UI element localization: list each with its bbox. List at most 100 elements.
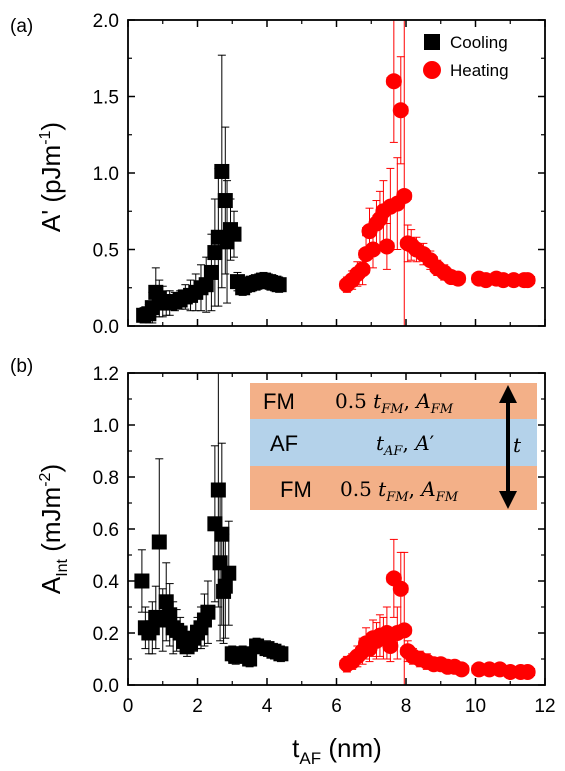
heating-point <box>392 102 409 119</box>
y-tick-label: 0.2 <box>93 624 119 645</box>
y-tick-label: 0.4 <box>93 572 120 593</box>
x-tick-label: 0 <box>123 696 134 717</box>
cooling-point <box>198 277 214 293</box>
heating-error-bar <box>396 19 412 327</box>
heating-point <box>382 638 399 654</box>
cooling-point <box>221 565 237 581</box>
panel-a-label: (a) <box>10 16 33 37</box>
cooling-point <box>214 163 230 179</box>
cooling-point <box>271 277 287 293</box>
panel-b-frame <box>127 372 546 686</box>
cooling-point <box>207 245 223 261</box>
inset-top-p1: 0.5 <box>335 389 373 413</box>
cooling-point <box>134 573 150 589</box>
cooling-point <box>210 482 226 498</box>
y-tick-label: 0.5 <box>93 241 119 262</box>
inset-bottom-p2: t <box>378 477 387 501</box>
panel-a-ylabel-end: ) <box>36 122 66 131</box>
panel-a-frame <box>127 19 546 327</box>
panel-a-points <box>136 73 536 323</box>
inset-af-p2sub: AF <box>383 444 403 459</box>
layer-inset: FM 0.5 tFM, AFM AF tAF, A′ FM 0.5 tFM, A… <box>250 383 537 510</box>
y-tick-label: 2.0 <box>93 11 119 32</box>
y-tick-label: 0.8 <box>93 468 119 489</box>
heating-point <box>453 661 470 678</box>
inset-bottom-p2sub: FM <box>385 490 409 505</box>
x-tick-label: 2 <box>192 696 203 717</box>
heating-point <box>364 241 381 258</box>
panel-b-ylabel-sub: Int <box>54 558 71 576</box>
panel-a-ylabel-main: A' (pJm <box>36 145 66 232</box>
heating-point <box>519 272 536 289</box>
x-tick-label: 12 <box>534 696 555 717</box>
y-tick-label: 0.0 <box>93 317 119 338</box>
cooling-point <box>242 651 258 667</box>
heating-point <box>450 270 467 287</box>
panel-b-points <box>134 482 536 680</box>
legend: Cooling Heating <box>423 33 509 80</box>
inset-af-layer <box>250 419 537 466</box>
inset-bottom-p1: 0.5 <box>340 477 378 501</box>
heating-point <box>385 73 402 90</box>
panel-b-ylabel-mid: (mJm <box>36 487 66 559</box>
inset-af-p4: A <box>413 431 429 455</box>
inset-thickness-label: t <box>513 433 522 457</box>
y-tick-label: 1.5 <box>93 88 119 109</box>
y-tick-label: 1.2 <box>93 364 119 385</box>
inset-top-p4sub: FM <box>430 402 454 417</box>
x-tick-label: 4 <box>262 696 273 717</box>
cooling-point <box>158 594 174 610</box>
cooling-point <box>214 526 230 542</box>
panel-b-ticks: 0 2 4 6 8 10 12 0.0 0.2 0.4 0.6 0.8 1.0 1.2 <box>93 364 556 717</box>
heating-point <box>392 580 409 597</box>
panel-b-label: (b) <box>10 356 33 377</box>
inset-bottom-p4sub: FM <box>435 490 459 505</box>
legend-cooling-label: Cooling <box>450 33 508 52</box>
inset-bottom-fm-label: FM <box>280 477 312 502</box>
x-tick-label: 6 <box>331 696 342 717</box>
cooling-point <box>217 193 233 209</box>
inset-af-p3: , <box>402 431 415 455</box>
legend-cooling-marker <box>424 34 440 50</box>
legend-heating-marker <box>423 61 441 79</box>
heating-point <box>396 622 413 639</box>
inset-af-params: tAF, A′ <box>376 431 435 459</box>
panel-b-xlabel-end: (nm) <box>321 733 382 763</box>
y-tick-label: 1.0 <box>93 164 119 185</box>
y-tick-label: 0.0 <box>93 676 119 697</box>
panel-a-ylabel-sup: -1 <box>37 130 54 144</box>
panel-a-ticks: 0.0 0.5 1.0 1.5 2.0 <box>93 11 546 338</box>
y-tick-label: 0.6 <box>93 520 119 541</box>
panel-a: (a) 0.0 0.5 1.0 1.5 2.0 A' (pJm-1) Cooling H… <box>10 11 546 338</box>
inset-top-fm-layer <box>250 383 537 419</box>
cooling-point <box>200 604 216 620</box>
inset-af-p2: t <box>376 431 385 455</box>
panel-a-ylabel: A' (pJm-1) <box>36 122 66 232</box>
inset-bottom-p3: , <box>409 477 422 501</box>
inset-top-p2: t <box>373 389 382 413</box>
heating-error-bar <box>396 551 412 686</box>
inset-top-p4: A <box>414 389 430 413</box>
legend-heating-label: Heating <box>450 61 509 80</box>
inset-top-p3: , <box>404 389 417 413</box>
inset-top-fm-params: 0.5 tFM, AFM <box>335 389 454 417</box>
cooling-point <box>203 264 219 280</box>
panel-b-xlabel-main: t <box>292 733 300 763</box>
panel-b-ylabel-sup: -2 <box>37 472 54 486</box>
cooling-point <box>217 578 233 594</box>
panel-b-xlabel: tAF (nm) <box>292 733 382 768</box>
cooling-point <box>273 646 289 662</box>
inset-top-fm-label: FM <box>263 389 295 414</box>
thickness-double-arrow <box>499 385 517 509</box>
panel-b: (b) 0 2 4 6 8 10 12 0.0 0.2 0.4 0.6 0.8 1.0 1.2 FM 0.… <box>10 356 556 768</box>
x-tick-label: 10 <box>465 696 486 717</box>
heating-point <box>396 187 413 204</box>
inset-top-p2sub: FM <box>380 402 404 417</box>
heating-point <box>378 238 395 255</box>
heating-point <box>354 261 371 278</box>
inset-bottom-fm-layer <box>250 466 537 510</box>
heating-point <box>519 664 536 680</box>
cooling-point <box>226 226 242 242</box>
inset-af-label: AF <box>270 431 298 456</box>
